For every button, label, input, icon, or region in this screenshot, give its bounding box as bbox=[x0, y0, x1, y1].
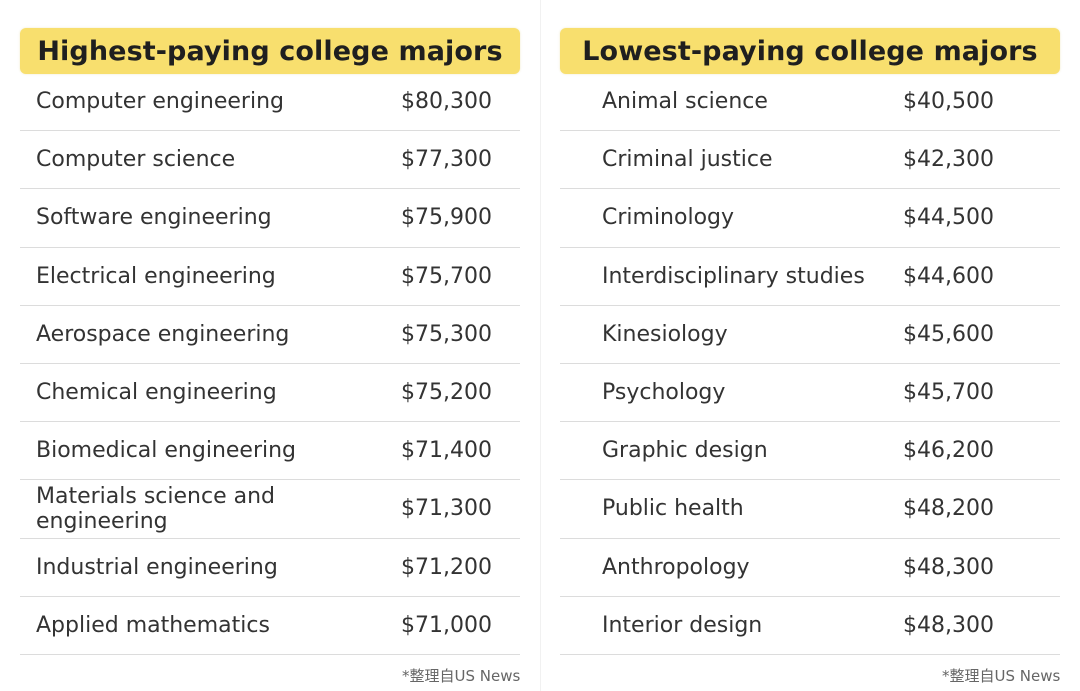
major-name: Anthropology bbox=[602, 554, 750, 580]
table-row: Electrical engineering $75,700 bbox=[20, 248, 520, 306]
table-row: Criminology $44,500 bbox=[560, 189, 1060, 248]
major-name: Computer science bbox=[36, 147, 236, 173]
salary-value: $80,300 bbox=[401, 89, 492, 115]
salary-value: $71,400 bbox=[401, 438, 492, 464]
salary-value: $75,200 bbox=[401, 380, 492, 406]
major-name: Psychology bbox=[602, 380, 726, 406]
major-name: Interior design bbox=[602, 612, 763, 638]
major-name: Industrial engineering bbox=[36, 554, 278, 580]
salary-value: $40,500 bbox=[903, 89, 994, 115]
salary-value: $46,200 bbox=[903, 438, 994, 464]
table-row: Software engineering $75,900 bbox=[20, 189, 520, 248]
table-row: Aerospace engineering $75,300 bbox=[20, 306, 520, 364]
salary-value: $48,200 bbox=[903, 496, 994, 522]
major-name: Interdisciplinary studies bbox=[602, 263, 865, 289]
table-row: Interdisciplinary studies $44,600 bbox=[560, 248, 1060, 306]
salary-value: $75,700 bbox=[401, 263, 492, 289]
major-name: Biomedical engineering bbox=[36, 438, 297, 464]
table-row: Psychology $45,700 bbox=[560, 364, 1060, 423]
salary-value: $71,200 bbox=[401, 554, 492, 580]
major-name: Computer engineering bbox=[36, 89, 284, 115]
table-row: Interior design $48,300 bbox=[560, 597, 1060, 655]
salary-value: $71,000 bbox=[401, 612, 492, 638]
table-row: Computer engineering $80,300 bbox=[20, 73, 520, 132]
salary-value: $42,300 bbox=[903, 147, 994, 173]
salary-value: $45,700 bbox=[903, 380, 994, 406]
major-name: Criminology bbox=[602, 205, 735, 231]
source-note-right: *整理自US News bbox=[942, 667, 1061, 685]
table-row: Chemical engineering $75,200 bbox=[20, 364, 520, 423]
lowest-paying-table: Animal science $40,500 Criminal justice $4… bbox=[560, 73, 1060, 655]
center-divider bbox=[540, 0, 541, 691]
salary-value: $75,900 bbox=[401, 205, 492, 231]
major-name: Applied mathematics bbox=[36, 612, 270, 638]
table-row: Kinesiology $45,600 bbox=[560, 306, 1060, 364]
salary-value: $48,300 bbox=[903, 612, 994, 638]
lowest-paying-panel: Lowest-paying college majors Animal scie… bbox=[560, 28, 1060, 655]
salary-value: $48,300 bbox=[903, 554, 994, 580]
table-row: Public health $48,200 bbox=[560, 480, 1060, 539]
table-row: Animal science $40,500 bbox=[560, 73, 1060, 132]
major-name: Public health bbox=[602, 496, 744, 522]
table-row: Graphic design $46,200 bbox=[560, 422, 1060, 481]
major-name: Animal science bbox=[602, 89, 768, 115]
table-row: Applied mathematics $71,000 bbox=[20, 597, 520, 655]
major-name: Aerospace engineering bbox=[36, 321, 290, 347]
highest-paying-title: Highest-paying college majors bbox=[20, 28, 520, 74]
major-name: Criminal justice bbox=[602, 147, 773, 173]
table-row: Biomedical engineering $71,400 bbox=[20, 422, 520, 481]
table-row: Anthropology $48,300 bbox=[560, 539, 1060, 597]
salary-value: $71,300 bbox=[401, 496, 492, 522]
major-name: Software engineering bbox=[36, 205, 272, 231]
salary-value: $77,300 bbox=[401, 147, 492, 173]
major-name: Electrical engineering bbox=[36, 263, 276, 289]
source-note-left: *整理自US News bbox=[402, 667, 521, 685]
major-name: Kinesiology bbox=[602, 321, 728, 347]
table-row: Industrial engineering $71,200 bbox=[20, 539, 520, 597]
table-row: Materials science and engineering $71,300 bbox=[20, 480, 520, 539]
major-name: Graphic design bbox=[602, 438, 768, 464]
lowest-paying-title: Lowest-paying college majors bbox=[560, 28, 1060, 74]
table-row: Computer science $77,300 bbox=[20, 131, 520, 190]
salary-value: $75,300 bbox=[401, 321, 492, 347]
major-name: Chemical engineering bbox=[36, 380, 277, 406]
salary-value: $44,600 bbox=[903, 263, 994, 289]
major-name: Materials science and engineering bbox=[36, 483, 275, 534]
highest-paying-panel: Highest-paying college majors Computer e… bbox=[20, 28, 520, 655]
highest-paying-table: Computer engineering $80,300 Computer sci… bbox=[20, 73, 520, 655]
salary-value: $45,600 bbox=[903, 321, 994, 347]
table-row: Criminal justice $42,300 bbox=[560, 131, 1060, 190]
salary-value: $44,500 bbox=[903, 205, 994, 231]
